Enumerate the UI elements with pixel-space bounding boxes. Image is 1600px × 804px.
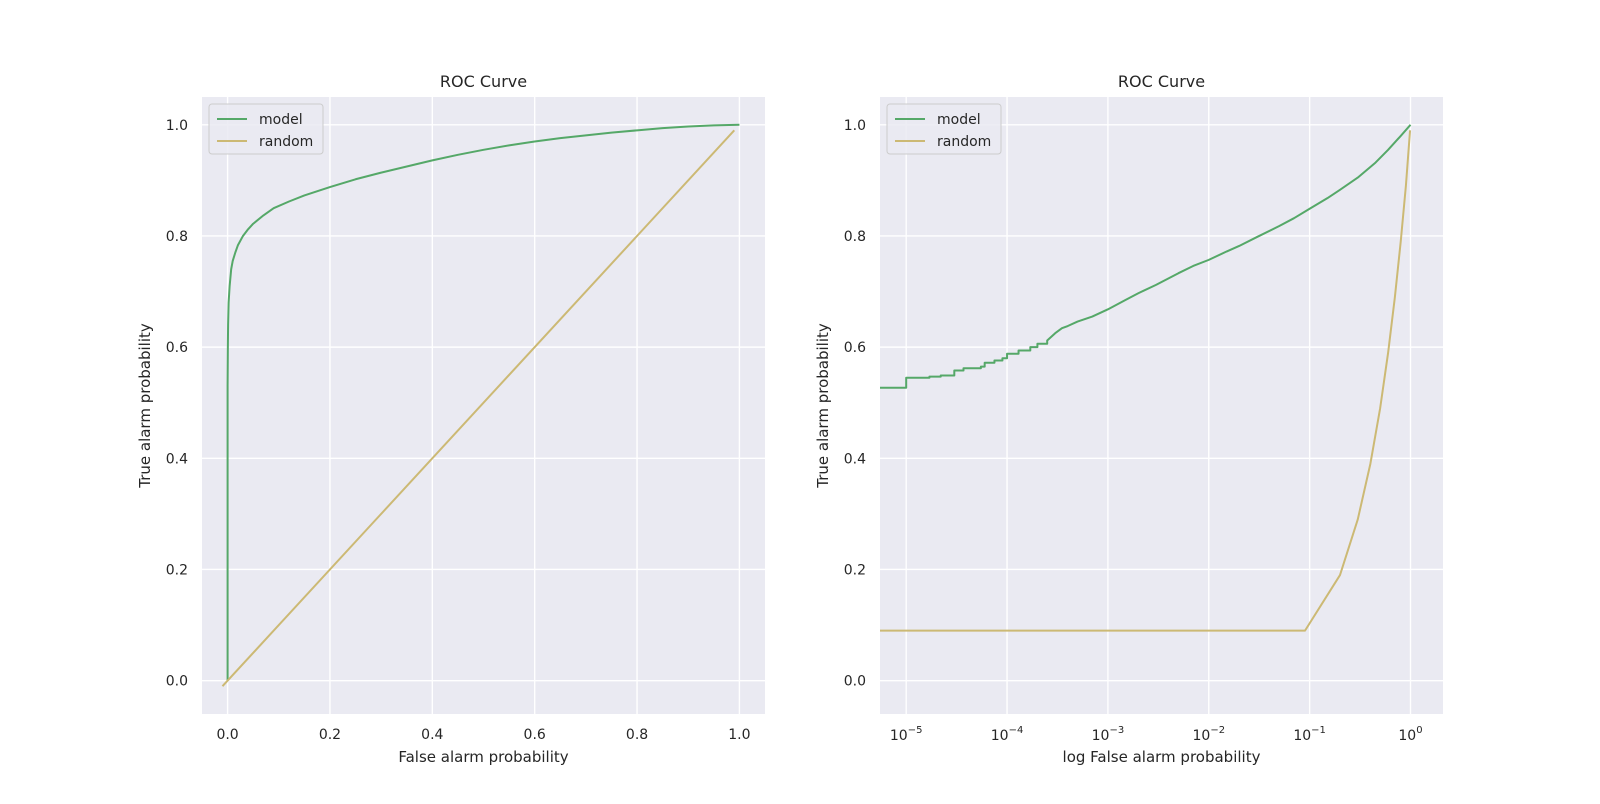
right-x-tick-base-3: 10: [1192, 728, 1210, 744]
left-y-tick-label-4: 0.8: [166, 229, 188, 245]
right-y-tick-label-1: 0.2: [844, 562, 866, 578]
left-x-axis-label: False alarm probability: [398, 748, 568, 766]
right-x-tick-label-5: 100: [1398, 725, 1422, 744]
left-roc-panel: 0.0 0.2 0.4 0.6 0.8 1.0 0.0 0.2 0.4 0.6 0.8 1.0 ROC …: [136, 72, 765, 766]
left-legend-label-model: model: [259, 112, 303, 128]
right-plot-background: [880, 97, 1443, 714]
right-legend-label-model: model: [937, 112, 981, 128]
left-y-tick-label-2: 0.4: [166, 451, 188, 467]
right-y-tick-label-3: 0.6: [844, 340, 866, 356]
right-y-tick-label-5: 1.0: [844, 118, 866, 134]
right-y-axis-label: True alarm probability: [814, 323, 832, 489]
right-x-tick-base-4: 10: [1293, 728, 1311, 744]
left-x-tick-label-2: 0.4: [421, 727, 443, 743]
right-x-tick-exponent-3: −2: [1210, 725, 1225, 736]
left-chart-title: ROC Curve: [440, 72, 527, 91]
right-series-line-random: [880, 130, 1412, 632]
right-x-axis-label: log False alarm probability: [1063, 748, 1261, 766]
left-y-tick-label-3: 0.6: [166, 340, 188, 356]
right-legend-label-random: random: [937, 134, 991, 150]
left-y-tick-label-5: 1.0: [166, 118, 188, 134]
left-series-line-random: [221, 129, 736, 687]
left-x-tick-label-5: 1.0: [728, 727, 750, 743]
left-legend: model random: [208, 103, 324, 155]
right-x-tick-label-0: 10−5: [890, 725, 923, 744]
left-x-tick-label-1: 0.2: [319, 727, 341, 743]
right-chart-title: ROC Curve: [1118, 72, 1205, 91]
right-y-tick-label-2: 0.4: [844, 451, 866, 467]
right-x-tick-base-0: 10: [890, 728, 908, 744]
left-y-axis-label: True alarm probability: [136, 323, 154, 489]
right-x-tick-label-4: 10−1: [1293, 725, 1326, 744]
right-y-tick-label-0: 0.0: [844, 674, 866, 690]
right-x-tick-label-1: 10−4: [991, 725, 1024, 744]
left-series-line-model: [226, 123, 740, 681]
right-y-tick-label-4: 0.8: [844, 229, 866, 245]
right-x-tick-label-3: 10−2: [1192, 725, 1225, 744]
left-x-tick-label-0: 0.0: [216, 727, 238, 743]
right-x-tick-label-2: 10−3: [1092, 725, 1125, 744]
right-x-tick-base-5: 10: [1398, 728, 1416, 744]
right-x-tick-exponent-1: −4: [1009, 725, 1024, 736]
right-log-roc-panel: 10−5 10−4 10−3 10−2 10−1 1000.00.20.40.60.81.…: [814, 72, 1443, 766]
right-series-line-model: [880, 124, 1412, 389]
right-x-tick-exponent-2: −3: [1109, 725, 1124, 736]
left-legend-label-random: random: [259, 134, 313, 150]
left-x-tick-label-3: 0.6: [524, 727, 546, 743]
left-y-tick-label-1: 0.2: [166, 562, 188, 578]
right-x-tick-base-1: 10: [991, 728, 1009, 744]
right-legend: model random: [886, 103, 1002, 155]
right-x-tick-exponent-4: −1: [1311, 725, 1326, 736]
right-x-tick-base-2: 10: [1092, 728, 1110, 744]
left-y-tick-label-0: 0.0: [166, 674, 188, 690]
left-x-tick-label-4: 0.8: [626, 727, 648, 743]
right-x-tick-exponent-5: 0: [1416, 725, 1422, 736]
right-x-tick-exponent-0: −5: [908, 725, 923, 736]
